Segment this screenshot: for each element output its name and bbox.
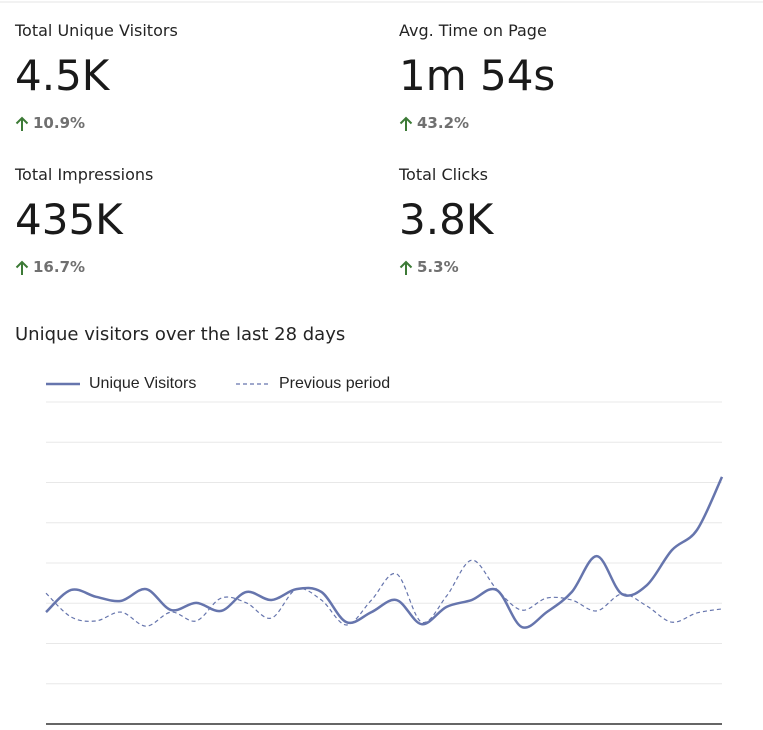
metric-value: 1m 54s: [399, 51, 556, 100]
metric-label: Total Impressions: [15, 165, 154, 184]
metric-change: 5.3%: [417, 258, 459, 276]
metric-change: 10.9%: [33, 114, 86, 132]
metric-change: 16.7%: [33, 258, 86, 276]
up-arrow: [15, 260, 29, 275]
metric-change: 43.2%: [417, 114, 470, 132]
metric-value: 435K: [15, 195, 123, 244]
metric-card: Total Impressions 435K 16.7%: [15, 165, 375, 295]
metric-label: Total Clicks: [399, 165, 488, 184]
metric-label: Total Unique Visitors: [15, 21, 178, 40]
legend-label: Previous period: [279, 375, 390, 392]
metric-card: Avg. Time on Page 1m 54s 43.2%: [399, 21, 759, 151]
line-series: [45, 476, 724, 629]
up-arrow: [15, 116, 29, 131]
chart-title: Unique visitors over the last 28 days: [15, 324, 346, 345]
metric-card: Total Unique Visitors 4.5K 10.9%: [15, 21, 375, 151]
metric-label: Avg. Time on Page: [399, 21, 547, 40]
legend-label: Unique Visitors: [89, 375, 196, 392]
metric-value: 4.5K: [15, 51, 110, 100]
metric-value: 3.8K: [399, 195, 494, 244]
up-arrow: [399, 260, 413, 275]
up-arrow: [399, 116, 413, 131]
metric-card: Total Clicks 3.8K 5.3%: [399, 165, 759, 295]
